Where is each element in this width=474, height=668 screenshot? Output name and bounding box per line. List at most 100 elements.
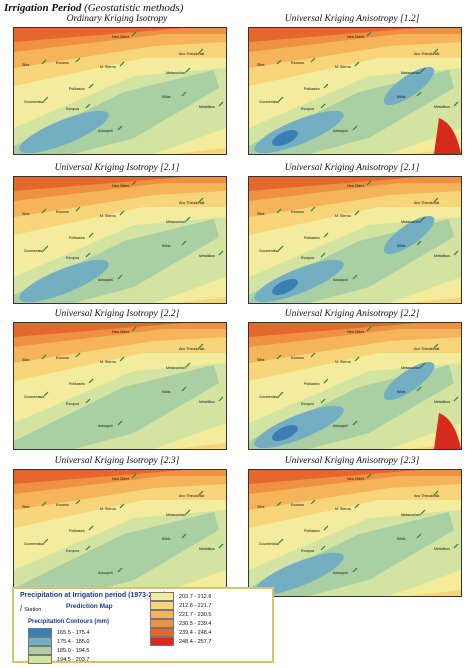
legend-prediction-map: Prediction Map (66, 603, 113, 610)
station-label: Evropos (301, 402, 314, 406)
station-label: Metaxochori (401, 220, 421, 224)
station-marker (117, 125, 123, 131)
station-marker (416, 240, 422, 246)
station-label: Kilkis (162, 390, 171, 394)
station-label: Goumenissa (24, 249, 44, 253)
station-label: Nea Zichni (347, 35, 364, 39)
station-marker (41, 354, 47, 360)
station-marker (88, 525, 94, 531)
legend-range: 194.5 - 203.7 (57, 656, 90, 663)
station-label: Goumenissa (259, 249, 279, 253)
legend-item: 165.5 - 175.4 (28, 628, 90, 637)
station-marker (88, 378, 94, 384)
station-marker (276, 208, 282, 214)
station-marker (323, 83, 329, 89)
station-label: Axioupoli (333, 571, 348, 575)
station-label: Goumenissa (24, 395, 44, 399)
legend-contours-title: Precipitation Contours (mm) (28, 619, 110, 625)
station-label: Sitra (22, 358, 29, 362)
legend-swatch (150, 619, 174, 628)
legend-item: 185.0 - 194.5 (28, 646, 89, 655)
station-marker (181, 533, 187, 539)
station-label: Evosmo (291, 210, 304, 214)
station-marker (310, 499, 316, 505)
station-label: Sitra (22, 212, 29, 216)
prediction-map: Nea Zichni Sitra Evosmo M. Sterna Ano Theodo… (13, 27, 227, 155)
station-label: Ano Theodoraki (414, 347, 440, 351)
legend-station-label: Station (24, 607, 42, 613)
station-marker (278, 96, 284, 102)
station-label: Kilkis (162, 95, 171, 99)
legend-range: 165.5 - 175.4 (57, 629, 90, 636)
legend-range: 248.4 - 257.7 (179, 638, 212, 645)
station-marker (278, 245, 284, 251)
station-label: Nea Zichni (347, 184, 364, 188)
station-marker (433, 48, 439, 54)
map-panel: Universal Kriging Isotropy [2.1] Nea Zich… (3, 163, 231, 309)
station-marker (198, 490, 204, 496)
legend-range: 221.7 - 230.5 (179, 611, 212, 618)
station-marker (218, 396, 224, 402)
station-marker (276, 501, 282, 507)
legend-item: 194.5 - 203.7 (28, 655, 90, 664)
station-label: Metaxochori (401, 513, 421, 517)
legend-range: 203.7 - 212.8 (179, 593, 212, 600)
station-label: Nea Zichni (347, 330, 364, 334)
station-label: Axioupoli (98, 424, 113, 428)
legend: Precipitation at Irrigation period (1973… (12, 587, 274, 664)
station-marker (310, 352, 316, 358)
station-marker (420, 67, 426, 73)
panel-title: Universal Kriging Anisotropy [1.2] (284, 14, 420, 24)
station-label: Evropos (301, 256, 314, 260)
station-label: Ano Theodoraki (179, 201, 205, 205)
station-label: Goumenissa (259, 395, 279, 399)
panel-title: Universal Kriging Isotropy [2.1] (54, 163, 180, 173)
station-label: Polikastro (69, 236, 85, 240)
station-label: Evropos (66, 107, 79, 111)
station-marker (278, 391, 284, 397)
station-marker (218, 543, 224, 549)
station-marker (75, 352, 81, 358)
legend-item: 212.8 - 221.7 (150, 601, 211, 610)
title-main: Irrigation Period (4, 2, 82, 14)
low-contour (383, 361, 435, 401)
station-label: Axioupoli (98, 129, 113, 133)
map-panel: Universal Kriging Anisotropy [1.2] Nea Zi… (238, 14, 466, 160)
legend-item: 230.5 - 239.4 (150, 619, 211, 628)
station-label: Ano Theodoraki (179, 347, 205, 351)
station-marker (323, 525, 329, 531)
legend-swatch (150, 601, 174, 610)
legend-station: / Station (20, 604, 41, 613)
lowest-contour (272, 129, 298, 147)
station-marker (185, 509, 191, 515)
station-marker (131, 326, 137, 332)
station-label: Axioupoli (98, 571, 113, 575)
title-sub: (Geostatistic methods) (84, 2, 184, 14)
station-label: Polikastro (304, 382, 320, 386)
station-marker (366, 31, 372, 37)
station-label: Metaxochori (166, 71, 186, 75)
station-label: Axioupoli (333, 129, 348, 133)
panel-title: Universal Kriging Isotropy [2.2] (54, 309, 180, 319)
contour-band (14, 365, 219, 449)
station-marker (453, 250, 459, 256)
station-marker (433, 490, 439, 496)
station-label: M. Sterna (100, 360, 116, 364)
station-label: M. Sterna (100, 65, 116, 69)
station-label: Metallikos (434, 105, 450, 109)
station-marker (366, 180, 372, 186)
station-marker (416, 386, 422, 392)
station-marker (43, 538, 49, 544)
station-marker (323, 378, 329, 384)
station-label: Evosmo (291, 503, 304, 507)
station-marker (181, 240, 187, 246)
panel-title: Universal Kriging Isotropy [2.3] (54, 456, 180, 466)
legend-range: 239.4 - 248.4 (179, 629, 212, 636)
station-marker (185, 216, 191, 222)
station-marker (85, 545, 91, 551)
panel-title: Universal Kriging Anisotropy [2.1] (284, 163, 420, 173)
station-marker (420, 216, 426, 222)
legend-swatch (150, 610, 174, 619)
legend-range: 175.4 - 185.0 (57, 638, 90, 645)
station-label: M. Sterna (335, 360, 351, 364)
